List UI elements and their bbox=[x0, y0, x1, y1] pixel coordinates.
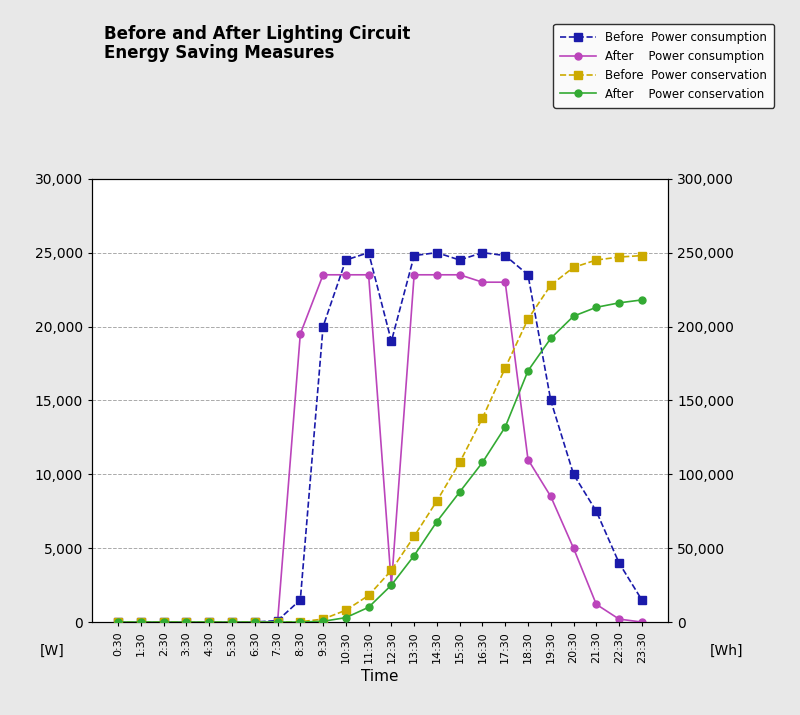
Text: Before and After Lighting Circuit: Before and After Lighting Circuit bbox=[104, 25, 410, 43]
Text: Energy Saving Measures: Energy Saving Measures bbox=[104, 44, 334, 62]
Text: [W]: [W] bbox=[40, 644, 65, 658]
Text: [Wh]: [Wh] bbox=[710, 644, 743, 658]
X-axis label: Time: Time bbox=[362, 669, 398, 684]
Legend: Before  Power consumption, After    Power consumption, Before  Power conservatio: Before Power consumption, After Power co… bbox=[553, 24, 774, 108]
